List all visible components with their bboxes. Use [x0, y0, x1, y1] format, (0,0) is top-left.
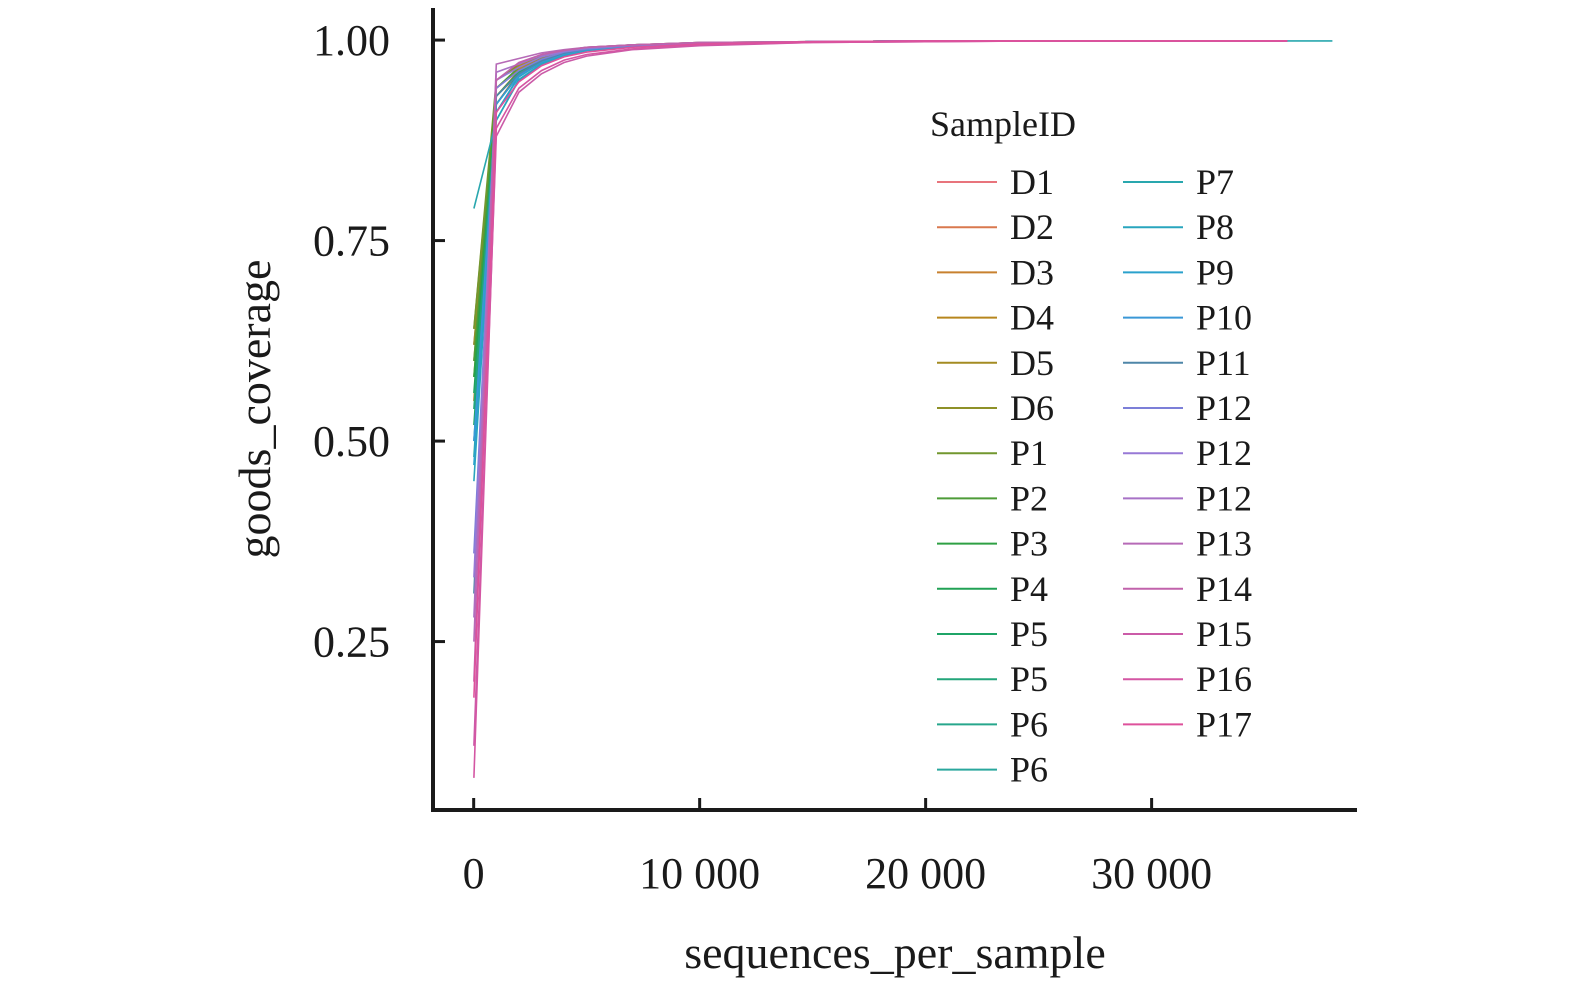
legend-label: P10 — [1196, 298, 1252, 338]
series-line-26 — [473, 40, 1288, 698]
x-tick-label: 20 000 — [865, 849, 986, 898]
series-layer — [473, 40, 1333, 778]
series-line-13 — [473, 40, 1288, 458]
series-line-7 — [473, 40, 1288, 361]
y-tick-label: 0.50 — [313, 417, 390, 466]
series-line-10 — [473, 40, 1288, 426]
series-line-11 — [473, 40, 1288, 410]
legend-label: D4 — [1010, 298, 1054, 338]
legend-label: P12 — [1196, 478, 1252, 518]
legend-label: P4 — [1010, 569, 1048, 609]
series-line-23 — [473, 40, 1288, 682]
legend-label: P16 — [1196, 659, 1252, 699]
y-tick-label: 0.75 — [313, 217, 390, 266]
series-line-12 — [473, 40, 1288, 442]
legend-label: D3 — [1010, 252, 1054, 292]
legend-label: P5 — [1010, 614, 1048, 654]
legend-label: P8 — [1196, 207, 1234, 247]
series-line-8 — [473, 40, 1288, 377]
series-line-20 — [473, 40, 1288, 578]
series-line-9 — [473, 40, 1288, 394]
series-line-0 — [473, 40, 1288, 345]
legend-label: P11 — [1196, 343, 1251, 383]
legend-label: D2 — [1010, 207, 1054, 247]
legend-label: P2 — [1010, 478, 1048, 518]
series-line-5 — [473, 40, 1288, 345]
series-line-24 — [473, 40, 1288, 746]
legend-title: SampleID — [930, 104, 1076, 144]
series-line-17 — [473, 40, 1288, 442]
legend-label: D1 — [1010, 162, 1054, 202]
series-line-2 — [473, 40, 1288, 329]
x-tick-label: 0 — [463, 849, 485, 898]
legend-label: P7 — [1196, 162, 1234, 202]
series-line-1 — [473, 40, 1288, 361]
series-line-22 — [473, 40, 1288, 642]
legend-label: P15 — [1196, 614, 1252, 654]
legend-label: D6 — [1010, 388, 1054, 428]
legend-label: P13 — [1196, 524, 1252, 564]
legend-label: P14 — [1196, 569, 1252, 609]
ticks-layer: 0 10 000 20 000 30 000 0.25 0.50 0.75 1.00 — [313, 16, 1212, 898]
legend-label: P6 — [1010, 704, 1048, 744]
series-line-4 — [473, 40, 1288, 377]
x-tick-label: 30 000 — [1091, 849, 1212, 898]
legend-label: P12 — [1196, 388, 1252, 428]
legend-items: D1 D2 D3 D4 D5 D6 P1 P2 P3 P4 P5 P5 P6 P6 P7 P8 P9 P10 P11… — [937, 162, 1252, 790]
legend-label: P6 — [1010, 750, 1048, 790]
axes-layer — [431, 8, 1357, 812]
legend: SampleID D1 D2 D3 D4 D5 D6 P1 P2 P3 P4 P5 P5 P6 P6 P7 P… — [930, 104, 1252, 790]
series-line-16 — [473, 40, 1288, 466]
legend-label: P5 — [1010, 659, 1048, 699]
legend-label: P9 — [1196, 252, 1234, 292]
series-line-3 — [473, 40, 1288, 402]
legend-label: D5 — [1010, 343, 1054, 383]
y-tick-label: 1.00 — [313, 16, 390, 65]
y-tick-label: 0.25 — [313, 618, 390, 667]
legend-label: P17 — [1196, 704, 1252, 744]
series-line-25 — [473, 40, 1288, 778]
series-line-21 — [473, 40, 1288, 618]
series-line-19 — [473, 40, 1288, 554]
x-tick-label: 10 000 — [639, 849, 760, 898]
series-line-15 — [473, 40, 1288, 482]
series-line-6 — [473, 40, 1288, 329]
legend-label: P12 — [1196, 433, 1252, 473]
legend-label: P1 — [1010, 433, 1048, 473]
y-axis-title: goods_coverage — [229, 260, 280, 559]
legend-label: P3 — [1010, 524, 1048, 564]
x-axis-title: sequences_per_sample — [684, 927, 1106, 978]
